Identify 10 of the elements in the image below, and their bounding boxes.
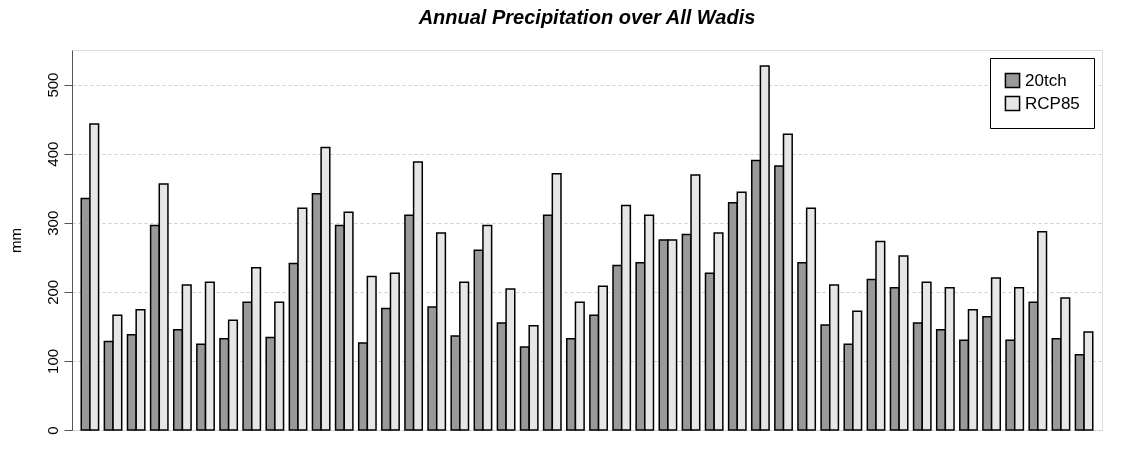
y-tick-label: 200	[43, 279, 61, 305]
y-tick-label: 500	[43, 72, 61, 98]
y-tick-label: 300	[43, 210, 61, 236]
legend-label: 20tch	[1025, 70, 1067, 90]
y-axis-title: mm	[6, 228, 24, 253]
y-tick-label: 0	[43, 426, 61, 435]
legend-label: RCP85	[1025, 93, 1080, 113]
chart-title: Annual Precipitation over All Wadis	[417, 6, 756, 28]
y-tick-label: 100	[43, 348, 61, 374]
y-tick-label: 400	[43, 141, 61, 167]
